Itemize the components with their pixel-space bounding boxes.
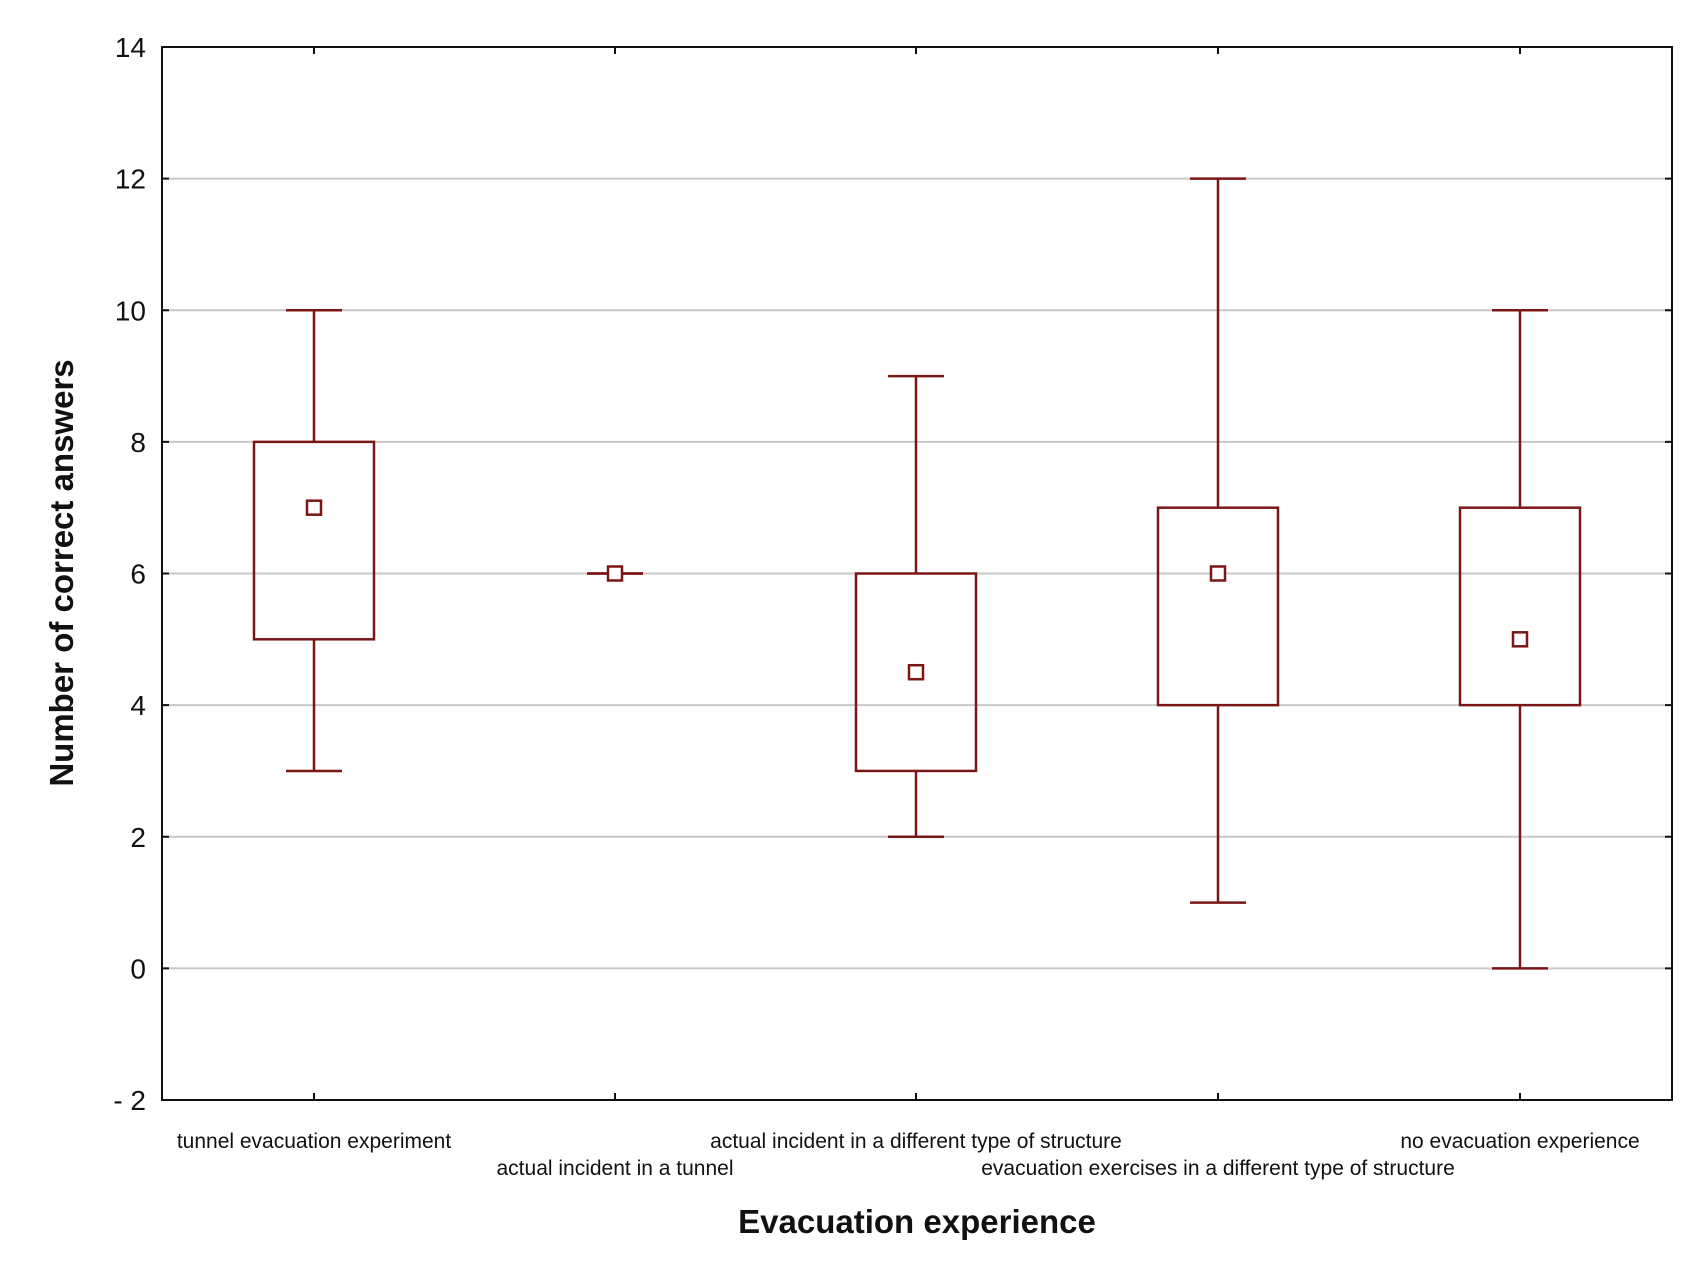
- y-tick-label: 14: [115, 32, 146, 63]
- y-tick-label: - 2: [113, 1085, 146, 1116]
- box-4: [1156, 177, 1280, 904]
- iqr-box: [1458, 506, 1582, 707]
- y-axis-title: Number of correct answers: [43, 359, 80, 786]
- y-tick-label: 2: [130, 822, 146, 853]
- y-tick-label: 0: [130, 953, 146, 984]
- iqr-box: [1156, 506, 1280, 707]
- y-tick-label: 10: [115, 295, 146, 326]
- median-marker: [907, 663, 925, 681]
- x-category-label: actual incident in a different type of s…: [710, 1130, 1122, 1153]
- boxes-layer: [252, 177, 1582, 970]
- y-tick-label: 12: [115, 164, 146, 195]
- box-3: [854, 374, 978, 838]
- median-marker: [1511, 631, 1529, 648]
- iqr-box: [854, 572, 978, 773]
- x-category-label: evacuation exercises in a different type…: [981, 1157, 1455, 1180]
- box-5: [1458, 309, 1582, 970]
- x-axis-title: Evacuation experience: [738, 1203, 1096, 1240]
- y-tick-label: 4: [130, 690, 146, 721]
- x-category-label: actual incident in a tunnel: [497, 1157, 734, 1180]
- median-marker: [305, 499, 323, 516]
- box-2: [587, 565, 643, 582]
- median-marker: [1209, 565, 1227, 582]
- median-marker: [606, 565, 624, 582]
- ticks-layer: - 2 0 2 4 6 8 10 12 14 tunnel evacuation experime…: [113, 32, 1672, 1180]
- iqr-box: [252, 440, 376, 641]
- box-1: [252, 309, 376, 773]
- x-category-label: tunnel evacuation experiment: [177, 1130, 452, 1153]
- y-tick-label: 6: [130, 559, 146, 590]
- x-category-label: no evacuation experience: [1400, 1130, 1639, 1153]
- y-tick-label: 8: [130, 427, 146, 458]
